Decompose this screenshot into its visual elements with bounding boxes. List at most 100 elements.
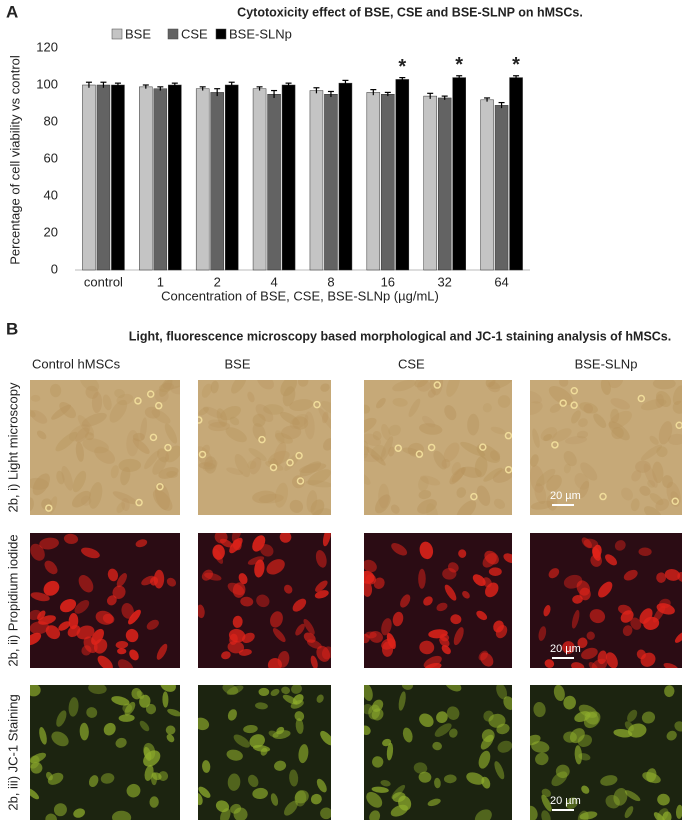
cell — [53, 803, 67, 817]
cell — [417, 499, 437, 514]
cell — [129, 649, 139, 661]
cell — [240, 596, 254, 607]
cell — [280, 411, 300, 426]
cell — [453, 627, 464, 646]
cell — [289, 399, 314, 412]
cell — [494, 761, 505, 780]
cell — [208, 419, 226, 428]
cell — [649, 435, 659, 445]
cell — [135, 539, 148, 548]
error-bar — [313, 87, 320, 94]
cell — [202, 459, 218, 472]
cell — [449, 728, 458, 738]
round-cell — [135, 498, 143, 507]
round-cell — [394, 444, 403, 452]
cell — [605, 794, 620, 809]
cell — [37, 610, 46, 621]
cell — [390, 804, 408, 817]
cell — [225, 427, 247, 443]
round-cell — [258, 435, 266, 444]
cell — [444, 584, 457, 601]
cell — [371, 786, 389, 793]
cell — [639, 485, 651, 496]
cell — [252, 787, 268, 800]
cell — [639, 608, 653, 624]
cell — [51, 731, 69, 747]
cell — [480, 652, 494, 667]
cell — [422, 415, 436, 428]
cell — [588, 661, 598, 668]
round-cell — [433, 381, 442, 389]
cell — [81, 412, 107, 427]
cell — [116, 573, 127, 588]
scale-bar-label: 20 µm — [550, 643, 581, 655]
cell — [107, 568, 119, 582]
cell — [30, 632, 42, 646]
bar — [480, 99, 494, 271]
cell — [373, 577, 385, 590]
cell — [364, 580, 373, 597]
round-cell — [286, 458, 294, 467]
cell — [68, 612, 79, 630]
row-label: 2b, iii) JC-1 Staining — [5, 694, 20, 810]
cell — [530, 390, 542, 404]
cell — [434, 723, 452, 737]
cell — [672, 385, 682, 405]
cell — [55, 431, 78, 452]
cell — [576, 430, 589, 439]
error-bar — [384, 91, 391, 97]
cell — [408, 398, 421, 418]
cell — [166, 577, 177, 587]
cell — [295, 718, 304, 734]
cell — [76, 625, 95, 640]
error-bar — [427, 92, 434, 99]
cell — [563, 463, 571, 474]
cell — [310, 499, 325, 515]
cell — [126, 783, 141, 798]
cell — [157, 448, 170, 463]
bar — [139, 86, 153, 271]
cell — [551, 428, 572, 443]
cell — [30, 543, 45, 561]
cell — [656, 572, 667, 583]
cell — [125, 628, 139, 643]
cell — [652, 380, 676, 390]
cell — [364, 453, 380, 462]
round-cell — [45, 504, 53, 512]
cell — [86, 707, 98, 718]
cell — [121, 603, 134, 619]
cell — [663, 662, 679, 668]
cell — [381, 618, 392, 636]
cell — [571, 609, 580, 629]
cell — [255, 702, 268, 710]
cell — [418, 423, 443, 435]
bar — [381, 94, 395, 271]
cell — [68, 424, 91, 442]
cell — [316, 645, 331, 662]
cell — [165, 725, 176, 735]
cell — [56, 710, 67, 727]
cell — [72, 470, 87, 493]
cell — [252, 490, 277, 504]
cell — [485, 582, 499, 598]
cell — [289, 769, 299, 787]
column-header: BSE — [225, 356, 251, 371]
cell — [674, 721, 682, 732]
cell — [497, 395, 511, 408]
cell — [579, 811, 598, 820]
cell — [548, 568, 560, 579]
cell — [492, 468, 512, 483]
cell — [30, 409, 36, 418]
cell — [427, 798, 441, 807]
cell — [232, 582, 246, 598]
error-bar — [342, 79, 349, 86]
cell — [144, 406, 161, 419]
cell — [75, 441, 85, 462]
y-axis-label: Percentage of cell viability vs control — [7, 55, 22, 265]
cell — [226, 467, 243, 475]
error-bar — [199, 86, 206, 91]
panel-label: B — [6, 319, 18, 338]
cell — [484, 550, 499, 565]
cell — [478, 750, 491, 769]
